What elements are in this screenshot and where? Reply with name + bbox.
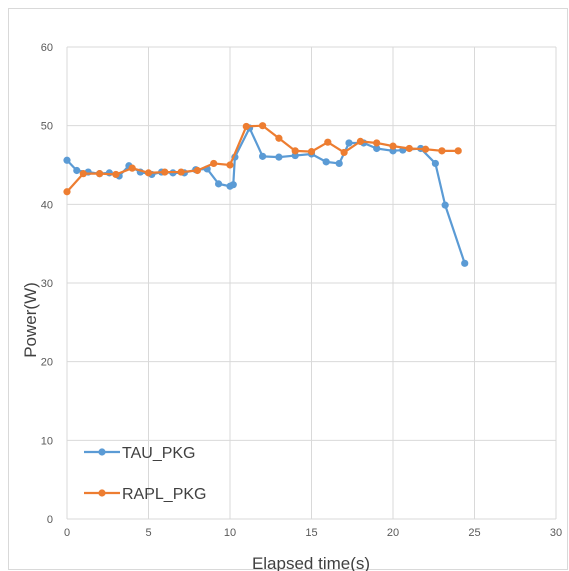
data-point [177,168,185,176]
data-point [291,147,299,155]
x-tick-label: 5 [145,527,151,539]
data-point [345,139,353,147]
legend-item: RAPL_PKG [84,486,206,503]
data-point [214,180,223,188]
data-point [105,169,113,177]
x-axis-title: Elapsed time(s) [252,554,370,571]
data-point [422,145,430,153]
x-tick-label: 15 [305,527,317,539]
data-point [441,201,449,209]
data-point [73,166,81,175]
data-point [373,139,381,147]
data-point [193,166,201,175]
data-point [226,161,234,169]
x-tick-label: 0 [64,527,70,539]
x-tick-label: 10 [224,527,236,539]
data-point [242,122,250,131]
data-point [356,137,364,145]
data-point [275,153,283,161]
data-point [259,122,267,130]
x-tick-label: 25 [468,527,480,539]
y-tick-label: 40 [41,199,53,211]
data-point [275,134,283,142]
x-tick-label: 20 [387,527,399,539]
data-point [210,159,218,168]
data-point [144,169,153,177]
data-point [340,148,348,157]
legend-marker [98,448,106,456]
data-point [454,147,462,155]
data-point [389,142,397,150]
data-point [229,181,237,189]
x-axis-tick-labels: 0 5 10 15 20 25 30 [64,527,562,539]
data-point [63,156,71,164]
legend-label: RAPL_PKG [122,486,206,503]
y-tick-label: 60 [41,42,53,54]
data-point [307,148,316,156]
y-axis-tick-labels: 0 10 20 30 40 50 60 [41,42,53,526]
legend: TAU_PKG RAPL_PKG [84,445,206,503]
data-point [96,170,104,178]
data-point [161,168,169,176]
gridlines [66,46,557,520]
y-tick-label: 20 [41,357,53,369]
legend-item: TAU_PKG [84,445,196,462]
y-tick-label: 0 [47,514,53,526]
data-point [79,170,87,178]
data-point [259,152,267,160]
legend-label: TAU_PKG [122,445,196,462]
y-axis-title: Power(W) [21,282,40,358]
series-layer [63,122,469,267]
legend-marker [98,489,106,497]
data-point [438,147,446,155]
data-point [373,144,381,153]
data-point [405,144,413,153]
y-tick-label: 10 [41,435,53,447]
data-point [461,259,469,267]
data-point [112,170,120,179]
data-point [324,138,332,146]
y-tick-label: 30 [41,278,53,290]
data-point [322,158,330,166]
data-point [335,159,343,168]
data-point [128,164,136,172]
series-rapl-pkg [63,122,462,196]
data-point [431,159,439,168]
x-tick-label: 30 [550,527,562,539]
data-point [63,188,71,196]
y-tick-label: 50 [41,121,53,133]
